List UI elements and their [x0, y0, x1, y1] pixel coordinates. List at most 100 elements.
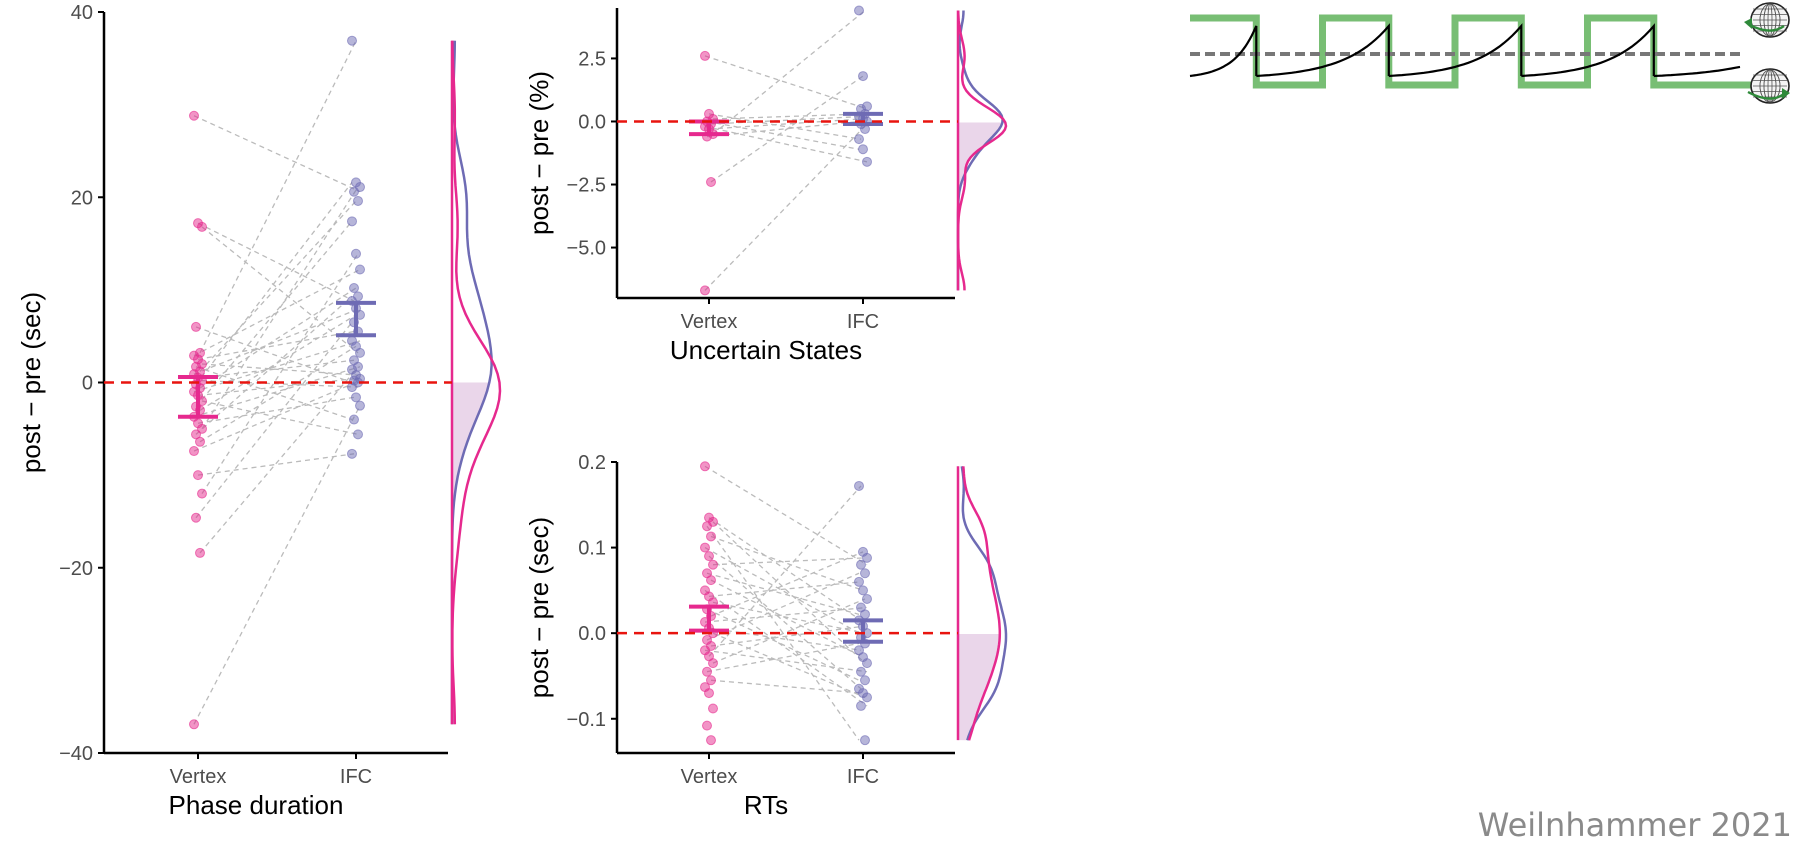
pair-line: [706, 608, 860, 681]
y-axis-title: post − pre (sec): [524, 517, 554, 698]
vertex-point: [191, 512, 201, 523]
ifc-point: [862, 593, 872, 604]
pair-line: [195, 295, 353, 435]
vertex-point: [700, 50, 710, 61]
pair-line: [199, 345, 357, 443]
pair-line: [704, 465, 868, 566]
ifc-point: [858, 71, 868, 82]
pair-line: [712, 521, 866, 664]
pair-line: [706, 642, 860, 673]
pair-line: [712, 601, 866, 634]
ifc-point: [858, 585, 868, 596]
pair-line: [706, 120, 860, 150]
pair-line: [704, 547, 868, 639]
pair-line: [712, 632, 866, 698]
vertex-point: [197, 221, 207, 232]
vertex-point: [702, 666, 712, 677]
pair-line: [710, 115, 864, 125]
x-tick-label: IFC: [847, 766, 879, 788]
pair-line: [710, 551, 864, 617]
vertex-point: [702, 720, 712, 731]
accumulator-curve: [1189, 23, 1741, 78]
vertex-point: [189, 110, 199, 121]
ifc-point: [860, 675, 870, 686]
pair-line: [197, 359, 355, 379]
x-tick-label: Vertex: [170, 766, 227, 788]
pair-line: [193, 405, 361, 725]
ifc-point: [347, 382, 357, 393]
ifc-point: [347, 448, 357, 459]
y-tick-label: 0.0: [578, 623, 606, 645]
vertex-point: [708, 658, 718, 669]
vertex-point: [197, 423, 207, 434]
vertex-point: [706, 177, 716, 187]
x-tick-label: IFC: [847, 311, 879, 333]
y-axis-title: post − pre (sec): [16, 292, 46, 473]
pair-line: [193, 115, 361, 193]
pair-line: [710, 625, 864, 647]
vertex-point: [706, 531, 716, 542]
pair-line: [195, 220, 353, 408]
vertex-point: [189, 719, 199, 730]
percept-globe-up-icon: [1744, 2, 1790, 38]
ifc-point: [349, 283, 359, 294]
credit-label: Weilnhammer 2021: [1477, 806, 1792, 844]
y-tick-label: 0: [82, 373, 93, 395]
pair-line: [201, 363, 359, 376]
vertex-point: [702, 521, 712, 532]
rotation-arrow: [1747, 90, 1785, 100]
pair-line: [706, 572, 860, 641]
density-fill: [452, 382, 490, 725]
y-tick-label: 0.2: [578, 452, 606, 474]
pair-line: [706, 120, 860, 138]
ifc-point: [862, 658, 872, 669]
pair-line: [197, 396, 355, 424]
ifc-point: [854, 5, 864, 16]
vertex-point: [706, 575, 716, 586]
pair-line: [704, 125, 868, 163]
vertex-point: [197, 488, 207, 499]
ifc-point: [355, 264, 365, 275]
density-vertex: [962, 466, 1002, 741]
vertex-point: [191, 321, 201, 332]
pair-line: [195, 182, 353, 385]
pair-line: [708, 113, 862, 140]
vertex-point: [189, 446, 199, 457]
ifc-point: [353, 429, 363, 440]
pair-line: [201, 379, 359, 388]
density-fill: [958, 634, 1000, 741]
y-axis-title: post − pre (%): [524, 71, 554, 235]
vertex-point: [706, 735, 716, 746]
rotation-arrowhead: [1744, 18, 1752, 29]
pair-line: [706, 525, 860, 741]
pair-line: [704, 606, 868, 623]
pair-line: [197, 222, 355, 302]
y-tick-label: 0.0: [578, 111, 606, 133]
pair-line: [708, 627, 862, 651]
pair-line: [195, 321, 353, 519]
ifc-point: [351, 248, 361, 259]
pair-line: [710, 579, 864, 658]
pair-line: [197, 453, 355, 476]
y-tick-label: −2.5: [567, 175, 606, 197]
y-tick-label: −20: [59, 558, 93, 580]
vertex-point: [704, 551, 714, 562]
pair-line: [712, 113, 866, 120]
pair-line: [708, 118, 862, 130]
pair-line: [193, 366, 361, 418]
vertex-point: [700, 542, 710, 553]
ifc-point: [854, 134, 864, 145]
vertex-point: [195, 436, 205, 447]
vertex-point: [708, 703, 718, 714]
ifc-point: [353, 195, 363, 206]
vertex-point: [193, 470, 203, 481]
ifc-point: [355, 347, 365, 358]
vertex-point: [700, 285, 710, 296]
x-axis-title: Phase duration: [169, 790, 344, 820]
ifc-point: [349, 186, 359, 197]
panel-rts: 0.2 0.1 0.0 −0.1 Vertex IFC RTs post − pre (sec…: [524, 452, 1008, 820]
pair-line: [704, 649, 868, 673]
